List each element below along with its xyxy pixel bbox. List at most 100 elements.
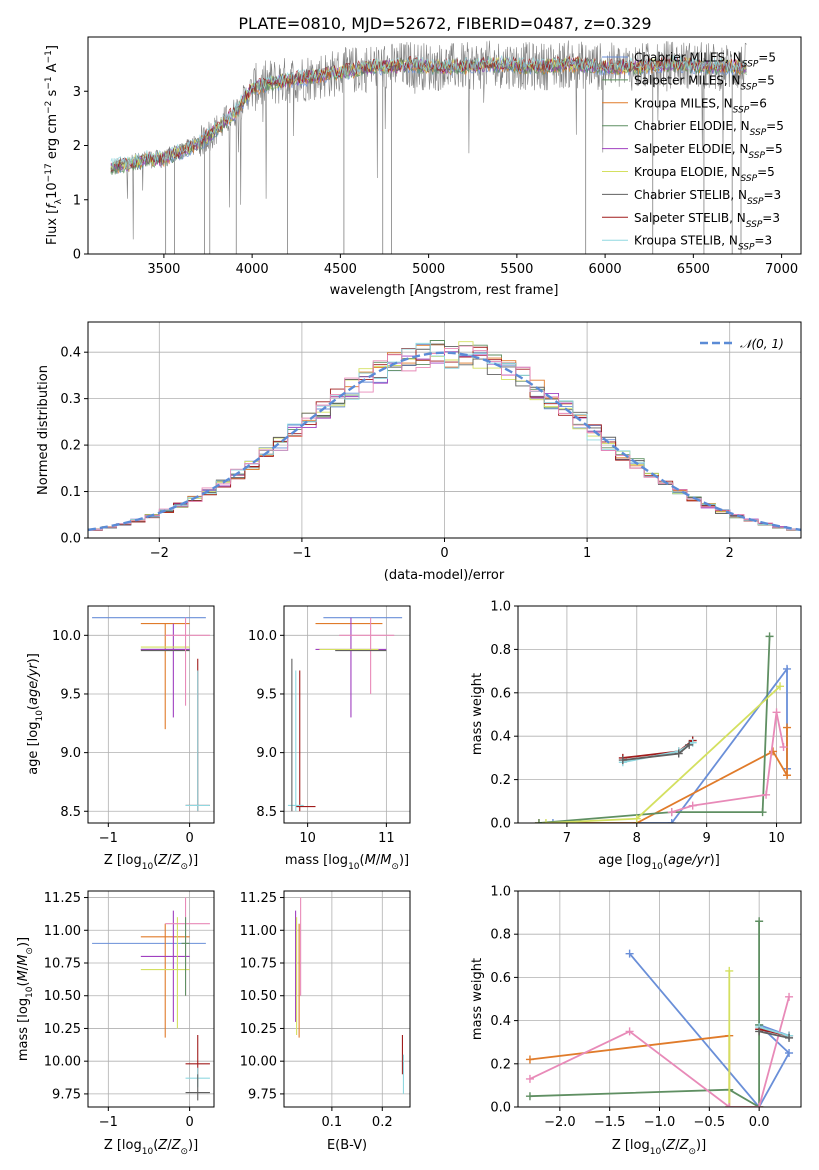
weight-marker xyxy=(783,723,792,732)
weight-series-line xyxy=(758,1030,790,1039)
label-part: mass [log xyxy=(285,853,348,868)
legend-label-text: Kroupa MILES, N xyxy=(634,96,733,110)
legend-label: Salpeter ELODIE, NSSP=5 xyxy=(634,142,783,161)
label-part: λ xyxy=(54,198,64,204)
axes-frame xyxy=(87,36,802,255)
y-tick-label: 0.3 xyxy=(60,392,81,407)
label-part: )] xyxy=(16,937,31,947)
x-tick-label: 7 xyxy=(563,831,571,846)
label-part: ( xyxy=(661,1138,666,1153)
y-tick-label: 0.0 xyxy=(490,1101,511,1116)
x-tick-label: 4000 xyxy=(236,262,269,277)
weight-marker xyxy=(758,808,767,817)
legend-label: Kroupa ELODIE, NSSP=5 xyxy=(634,165,775,184)
x-tick-label: 5000 xyxy=(412,262,445,277)
x-axis-label: Z [log10(Z/Z⊙)] xyxy=(104,1138,198,1157)
label-part: / xyxy=(16,965,31,970)
legend-label-text: Salpeter MILES, N xyxy=(634,73,741,87)
legend-label-sub: SSP xyxy=(738,243,755,253)
y-tick-label: 10.25 xyxy=(44,1022,81,1037)
label-part: erg cm xyxy=(45,114,60,163)
weight-series-line xyxy=(529,921,760,1107)
label-part: M xyxy=(16,955,31,966)
x-axis-label: Z [log10(Z/Z⊙)] xyxy=(104,853,198,872)
model-fit-line xyxy=(110,55,747,173)
weight-series-line xyxy=(529,996,790,1107)
weight-marker xyxy=(618,756,627,765)
weight-marker xyxy=(785,992,794,1001)
legend-label-suffix: =5 xyxy=(758,51,776,65)
x-tick-label: 4500 xyxy=(324,262,357,277)
y-tick-label: 3 xyxy=(73,85,81,100)
label-part: / xyxy=(675,1138,680,1153)
weight-marker xyxy=(783,664,792,673)
x-axis-label: wavelength [Angstrom, rest frame] xyxy=(330,283,559,298)
weight-series-line xyxy=(758,1026,790,1037)
legend-label-text: Chabrier STELIB, N xyxy=(634,188,747,202)
weight-marker xyxy=(632,814,641,823)
y-axis-label: age [log10(age/yr)] xyxy=(26,653,45,775)
x-tick-label: 6000 xyxy=(589,262,622,277)
plot-area xyxy=(287,617,403,812)
figure-title: PLATE=0810, MJD=52672, FIBERID=0487, z=0… xyxy=(238,14,651,33)
weight-marker xyxy=(765,632,774,641)
y-tick-label: 11.00 xyxy=(44,924,81,939)
y-tick-label: 10.0 xyxy=(248,629,277,644)
plot-area xyxy=(534,632,792,823)
axes-frame xyxy=(87,321,802,539)
axes-mass_vs_Z: −1 0 9.75 10.00 10.25 10.50 10.75 11.00 11.25 Z [… xyxy=(16,890,215,1157)
label-part: A xyxy=(45,63,60,76)
model-fit-line xyxy=(110,58,747,175)
y-tick-label: 1.0 xyxy=(490,600,511,615)
y-tick-label: 10.25 xyxy=(240,1022,277,1037)
weight-marker xyxy=(725,966,734,975)
weight-marker xyxy=(785,1033,794,1042)
y-tick-label: 10.75 xyxy=(240,957,277,972)
legend-label-suffix: =5 xyxy=(757,73,775,87)
label-part: f xyxy=(45,202,60,209)
label-part: ( xyxy=(153,853,158,868)
weight-marker xyxy=(534,819,543,823)
label-part: ⊙ xyxy=(25,947,35,955)
y-tick-label: 1 xyxy=(73,193,81,208)
weight-marker xyxy=(762,790,771,799)
label-part: Z xyxy=(665,1138,676,1153)
x-tick-label: 2 xyxy=(726,546,734,561)
x-tick-label: 0.0 xyxy=(749,1115,770,1130)
label-part: ⊙ xyxy=(688,1147,696,1157)
plot-area xyxy=(92,617,210,812)
weight-marker xyxy=(725,1103,734,1107)
spectrum-data-line xyxy=(110,40,747,240)
weight-marker xyxy=(776,682,785,691)
y-tick-label: 10.50 xyxy=(240,989,277,1004)
weight-marker xyxy=(755,1027,764,1036)
weight-marker xyxy=(667,819,676,823)
weight-marker xyxy=(625,949,634,958)
label-part: )] xyxy=(696,1138,706,1153)
label-part: s xyxy=(45,89,60,100)
label-part: / xyxy=(167,853,172,868)
x-tick-label: −1.0 xyxy=(644,1115,676,1130)
plot-area xyxy=(110,40,747,254)
legend-label: Kroupa STELIB, NSSP=3 xyxy=(634,234,772,253)
label-part: Z [log xyxy=(104,853,142,868)
x-tick-label: 3500 xyxy=(147,262,180,277)
legend-label-sub: SSP xyxy=(741,82,758,92)
y-tick-label: 9.0 xyxy=(256,746,277,761)
legend-label-text: Salpeter ELODIE, N xyxy=(634,142,748,156)
x-tick-label: −1 xyxy=(99,1115,118,1130)
y-tick-label: 10.75 xyxy=(44,957,81,972)
label-part: 10 xyxy=(142,862,154,872)
label-part: ( xyxy=(663,853,668,868)
weight-series-line xyxy=(529,1034,760,1107)
legend-label-sub: SSP xyxy=(742,60,759,70)
x-axis-label: Z [log10(Z/Z⊙)] xyxy=(612,1138,706,1157)
weight-marker xyxy=(755,917,764,926)
plot-area xyxy=(525,917,794,1107)
y-tick-label: 11.25 xyxy=(240,891,277,906)
weight-marker xyxy=(779,743,788,752)
y-tick-label: 0.0 xyxy=(490,817,511,832)
x-tick-label: −1 xyxy=(292,546,311,561)
axes-mass_vs_ebv: 0.1 0.2 9.75 10.00 10.25 10.50 10.75 11.00 11.25… xyxy=(240,890,411,1153)
